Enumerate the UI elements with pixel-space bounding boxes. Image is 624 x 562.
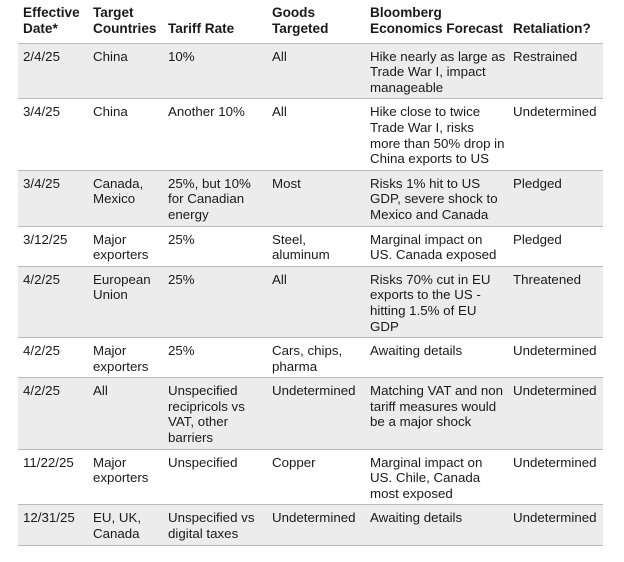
cell-forecast: Marginal impact on US. Chile, Canada mos…: [365, 448, 508, 505]
header-line: Countries: [93, 20, 157, 36]
cell-target-countries: Major exporters: [88, 225, 163, 267]
cell-target-countries: Major exporters: [88, 448, 163, 505]
header-line: Bloomberg: [370, 5, 442, 20]
cell-retaliation: Restrained: [508, 42, 603, 99]
cell-goods-targeted: All: [267, 98, 365, 171]
cell-tariff-rate: Another 10%: [163, 98, 267, 171]
tariff-table: Effective Date* Target Countries Tariff Ra…: [18, 4, 603, 546]
cell-tariff-rate: 25%: [163, 337, 267, 378]
header-line: Retaliation?: [513, 20, 591, 36]
cell-forecast: Marginal impact on US. Canada exposed: [365, 225, 508, 267]
cell-forecast: Risks 70% cut in EU exports to the US - …: [365, 265, 508, 338]
cell-target-countries: EU, UK, Canada: [88, 504, 163, 546]
cell-goods-targeted: All: [267, 265, 365, 338]
table-row: 4/2/25 European Union 25% All Risks 70% cut …: [18, 265, 603, 338]
cell-goods-targeted: All: [267, 42, 365, 99]
table-row: 2/4/25 China 10% All Hike nearly as large as…: [18, 42, 603, 99]
cell-effective-date: 4/2/25: [18, 377, 88, 450]
cell-effective-date: 3/4/25: [18, 169, 88, 227]
cell-effective-date: 3/12/25: [18, 225, 88, 267]
cell-goods-targeted: Steel, aluminum: [267, 225, 365, 267]
header-line: Goods: [272, 5, 316, 20]
header-tariff-rate: Tariff Rate: [163, 4, 267, 43]
cell-forecast: Risks 1% hit to US GDP, severe shock to …: [365, 169, 508, 227]
cell-goods-targeted: Undetermined: [267, 377, 365, 450]
header-line: Targeted: [272, 20, 329, 36]
table-row: 12/31/25 EU, UK, Canada Unspecified vs dig…: [18, 504, 603, 546]
cell-tariff-rate: Unspecified recipricols vs VAT, other ba…: [163, 377, 267, 450]
header-forecast: Bloomberg Economics Forecast: [365, 4, 508, 43]
table-row: 4/2/25 All Unspecified recipricols vs VAT,…: [18, 377, 603, 450]
cell-target-countries: China: [88, 42, 163, 99]
header-line: Tariff Rate: [168, 20, 235, 36]
cell-effective-date: 11/22/25: [18, 448, 88, 505]
cell-effective-date: 4/2/25: [18, 265, 88, 338]
header-line: Economics Forecast: [370, 20, 503, 36]
cell-target-countries: Canada, Mexico: [88, 169, 163, 227]
cell-effective-date: 3/4/25: [18, 98, 88, 171]
table-row: 3/12/25 Major exporters 25% Steel, aluminum…: [18, 225, 603, 267]
cell-tariff-rate: 25%: [163, 265, 267, 338]
table-row: 4/2/25 Major exporters 25% Cars, chips, pha…: [18, 337, 603, 378]
header-row: Effective Date* Target Countries Tariff Ra…: [18, 4, 603, 43]
header-retaliation: Retaliation?: [508, 4, 603, 43]
cell-target-countries: European Union: [88, 265, 163, 338]
table-row: 3/4/25 China Another 10% All Hike close to t…: [18, 98, 603, 171]
cell-target-countries: All: [88, 377, 163, 450]
cell-tariff-rate: Unspecified: [163, 448, 267, 505]
cell-forecast: Matching VAT and non tariff measures wou…: [365, 377, 508, 450]
header-line: [513, 5, 603, 21]
cell-goods-targeted: Undetermined: [267, 504, 365, 546]
table-row: 3/4/25 Canada, Mexico 25%, but 10% for Can…: [18, 169, 603, 227]
header-line: Effective: [23, 5, 80, 20]
cell-retaliation: Undetermined: [508, 98, 603, 171]
cell-goods-targeted: Most: [267, 169, 365, 227]
cell-goods-targeted: Copper: [267, 448, 365, 505]
header-effective-date: Effective Date*: [18, 4, 88, 43]
cell-effective-date: 2/4/25: [18, 42, 88, 99]
cell-tariff-rate: 25%: [163, 225, 267, 267]
cell-tariff-rate: 10%: [163, 42, 267, 99]
cell-tariff-rate: 25%, but 10% for Canadian energy: [163, 169, 267, 227]
cell-forecast: Hike nearly as large as Trade War I, imp…: [365, 42, 508, 99]
cell-tariff-rate: Unspecified vs digital taxes: [163, 504, 267, 546]
table-header: Effective Date* Target Countries Tariff Ra…: [18, 4, 603, 43]
cell-effective-date: 4/2/25: [18, 337, 88, 378]
table-body: 2/4/25 China 10% All Hike nearly as large as…: [18, 42, 603, 546]
cell-retaliation: Undetermined: [508, 504, 603, 546]
cell-target-countries: Major exporters: [88, 337, 163, 378]
header-line: [168, 5, 267, 21]
header-line: Date*: [23, 20, 58, 36]
cell-target-countries: China: [88, 98, 163, 171]
table-row: 11/22/25 Major exporters Unspecified Copper…: [18, 448, 603, 505]
cell-retaliation: Undetermined: [508, 377, 603, 450]
header-goods-targeted: Goods Targeted: [267, 4, 365, 43]
header-target-countries: Target Countries: [88, 4, 163, 43]
cell-forecast: Awaiting details: [365, 504, 508, 546]
cell-forecast: Hike close to twice Trade War I, risks m…: [365, 98, 508, 171]
header-line: Target: [93, 5, 134, 20]
cell-retaliation: Pledged: [508, 169, 603, 227]
cell-retaliation: Threatened: [508, 265, 603, 338]
cell-retaliation: Undetermined: [508, 448, 603, 505]
cell-retaliation: Undetermined: [508, 337, 603, 378]
cell-retaliation: Pledged: [508, 225, 603, 267]
cell-goods-targeted: Cars, chips, pharma: [267, 337, 365, 378]
cell-effective-date: 12/31/25: [18, 504, 88, 546]
cell-forecast: Awaiting details: [365, 337, 508, 378]
